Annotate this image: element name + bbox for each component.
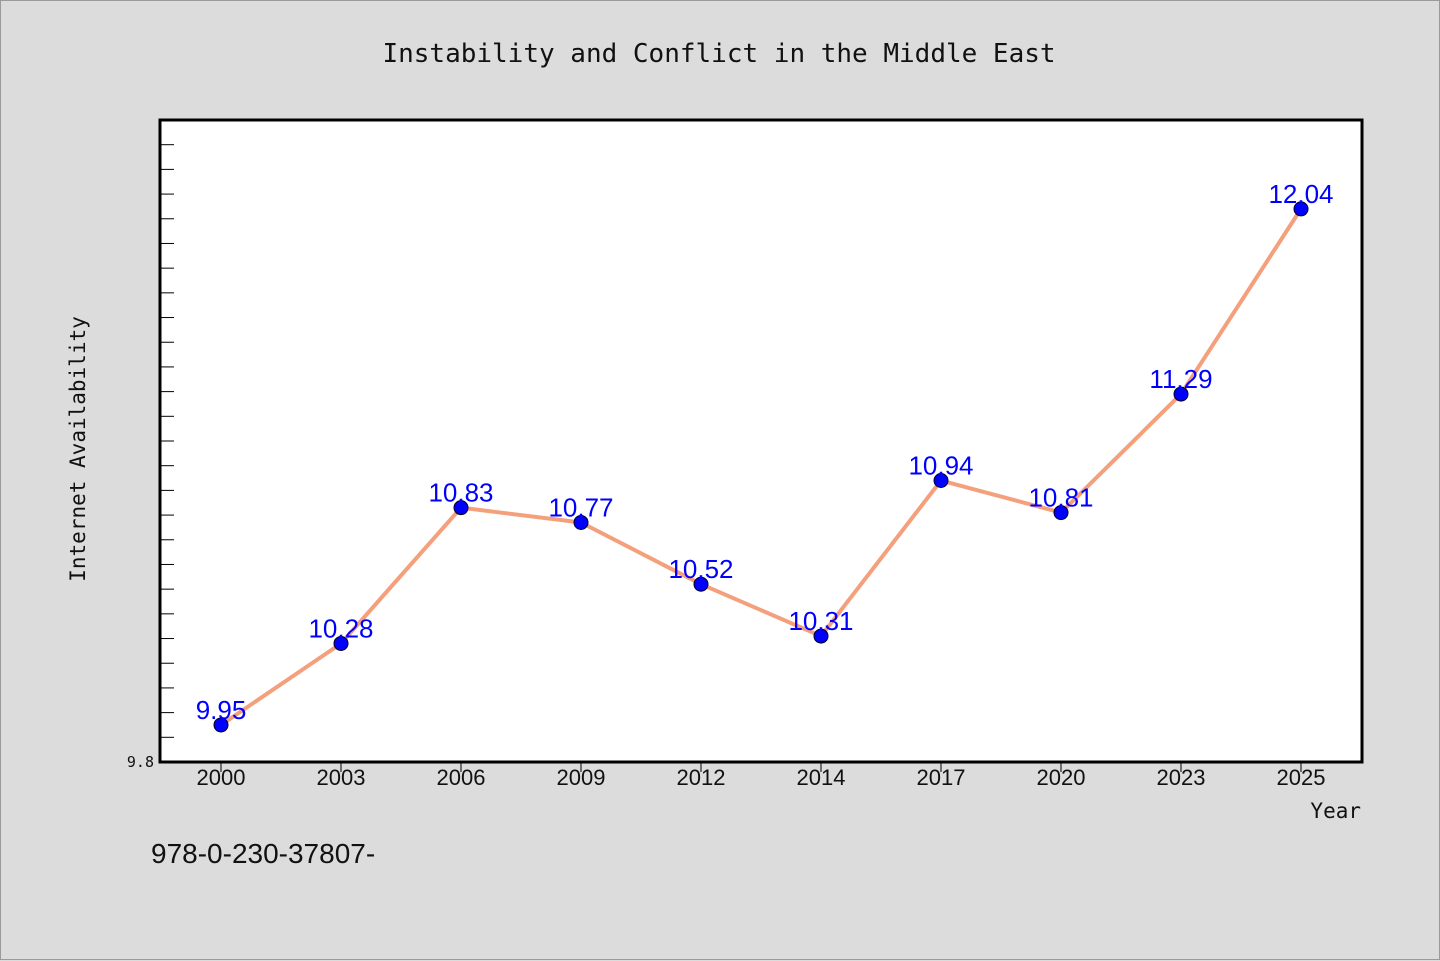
- markers-group: [213, 201, 1309, 733]
- data-point: [933, 473, 949, 489]
- x-axis-label: Year: [1310, 799, 1361, 823]
- x-tick-label: 2012: [677, 765, 726, 790]
- y-tick-label: 9.8: [127, 753, 154, 771]
- footer-isbn: 978-0-230-37807-: [151, 838, 375, 869]
- data-point: [333, 635, 349, 651]
- x-tick-label: 2017: [917, 765, 966, 790]
- data-point: [813, 628, 829, 644]
- data-point: [1293, 201, 1309, 217]
- data-labels-group: 9.95 10.28 10.83 10.77 10.52 10.31 10.94 10.81 1…: [196, 179, 1334, 725]
- x-tick-label: 2003: [317, 765, 366, 790]
- x-tick-label: 2020: [1037, 765, 1086, 790]
- x-tick-label: 2009: [557, 765, 606, 790]
- y-axis-label: Internet Availability: [66, 316, 90, 582]
- plot-area: [158, 118, 1364, 764]
- data-label: 11.29: [1149, 364, 1212, 394]
- data-label: 9.95: [196, 695, 247, 725]
- data-label: 10.77: [548, 492, 613, 522]
- data-label: 12.04: [1268, 179, 1333, 209]
- data-point: [1053, 505, 1069, 521]
- x-tick-label: 2006: [437, 765, 486, 790]
- series-line: [219, 207, 1303, 727]
- data-point: [453, 500, 469, 516]
- x-tick-label: 2025: [1277, 765, 1326, 790]
- x-axis: 2000 2003 2006 2009 2012 2014 2017 2020 2023 2025: [197, 762, 1326, 790]
- data-label: 10.28: [308, 613, 373, 643]
- series-line-group: [219, 207, 1303, 727]
- data-point: [693, 576, 709, 592]
- data-label: 10.81: [1028, 483, 1093, 513]
- data-label: 10.83: [428, 478, 493, 508]
- x-tick-label: 2023: [1157, 765, 1206, 790]
- data-label: 10.94: [908, 451, 973, 481]
- data-label: 10.31: [788, 606, 853, 636]
- data-point: [213, 717, 229, 733]
- chart-title: Instability and Conflict in the Middle E…: [382, 39, 1055, 69]
- data-label: 10.52: [668, 554, 733, 584]
- x-tick-label: 2014: [797, 765, 846, 790]
- x-tick-label: 2000: [197, 765, 246, 790]
- data-point: [573, 514, 589, 530]
- y-axis: 9.8: [127, 144, 174, 771]
- data-point: [1173, 386, 1189, 402]
